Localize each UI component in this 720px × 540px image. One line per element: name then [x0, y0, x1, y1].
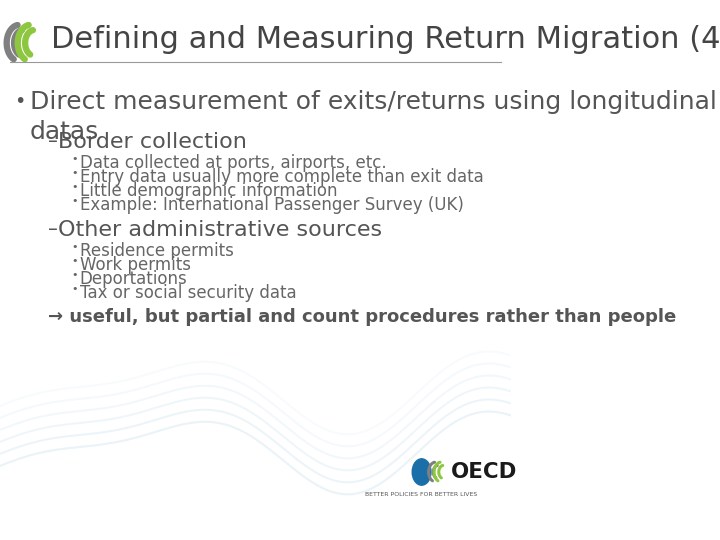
Text: Defining and Measuring Return Migration (4/7): Defining and Measuring Return Migration … — [51, 25, 720, 55]
Text: Residence permits: Residence permits — [79, 242, 233, 260]
Text: •: • — [71, 270, 78, 280]
Text: •: • — [71, 168, 78, 178]
Text: → useful, but partial and count procedures rather than people: → useful, but partial and count procedur… — [48, 308, 677, 326]
Text: Entry data usually more complete than exit data: Entry data usually more complete than ex… — [79, 168, 483, 186]
Text: –: – — [48, 220, 58, 239]
Text: •: • — [71, 196, 78, 206]
Text: Example: International Passenger Survey (UK): Example: International Passenger Survey … — [79, 196, 464, 214]
Text: •: • — [14, 92, 26, 111]
Text: OECD: OECD — [451, 462, 518, 482]
Text: Direct measurement of exits/returns using longitudinal
datas: Direct measurement of exits/returns usin… — [30, 90, 716, 144]
Text: Other administrative sources: Other administrative sources — [58, 220, 382, 240]
Text: •: • — [71, 242, 78, 252]
Text: Tax or social security data: Tax or social security data — [79, 284, 296, 302]
Text: •: • — [71, 182, 78, 192]
Text: Deportations: Deportations — [79, 270, 187, 288]
Circle shape — [413, 459, 431, 485]
Text: Work permits: Work permits — [79, 256, 191, 274]
Text: Data collected at ports, airports, etc.: Data collected at ports, airports, etc. — [79, 154, 386, 172]
Text: Border collection: Border collection — [58, 132, 247, 152]
Text: Little demographic information: Little demographic information — [79, 182, 337, 200]
Text: •: • — [71, 284, 78, 294]
Text: –: – — [48, 132, 58, 151]
Text: •: • — [71, 154, 78, 164]
Text: •: • — [71, 256, 78, 266]
Text: BETTER POLICIES FOR BETTER LIVES: BETTER POLICIES FOR BETTER LIVES — [366, 492, 478, 497]
